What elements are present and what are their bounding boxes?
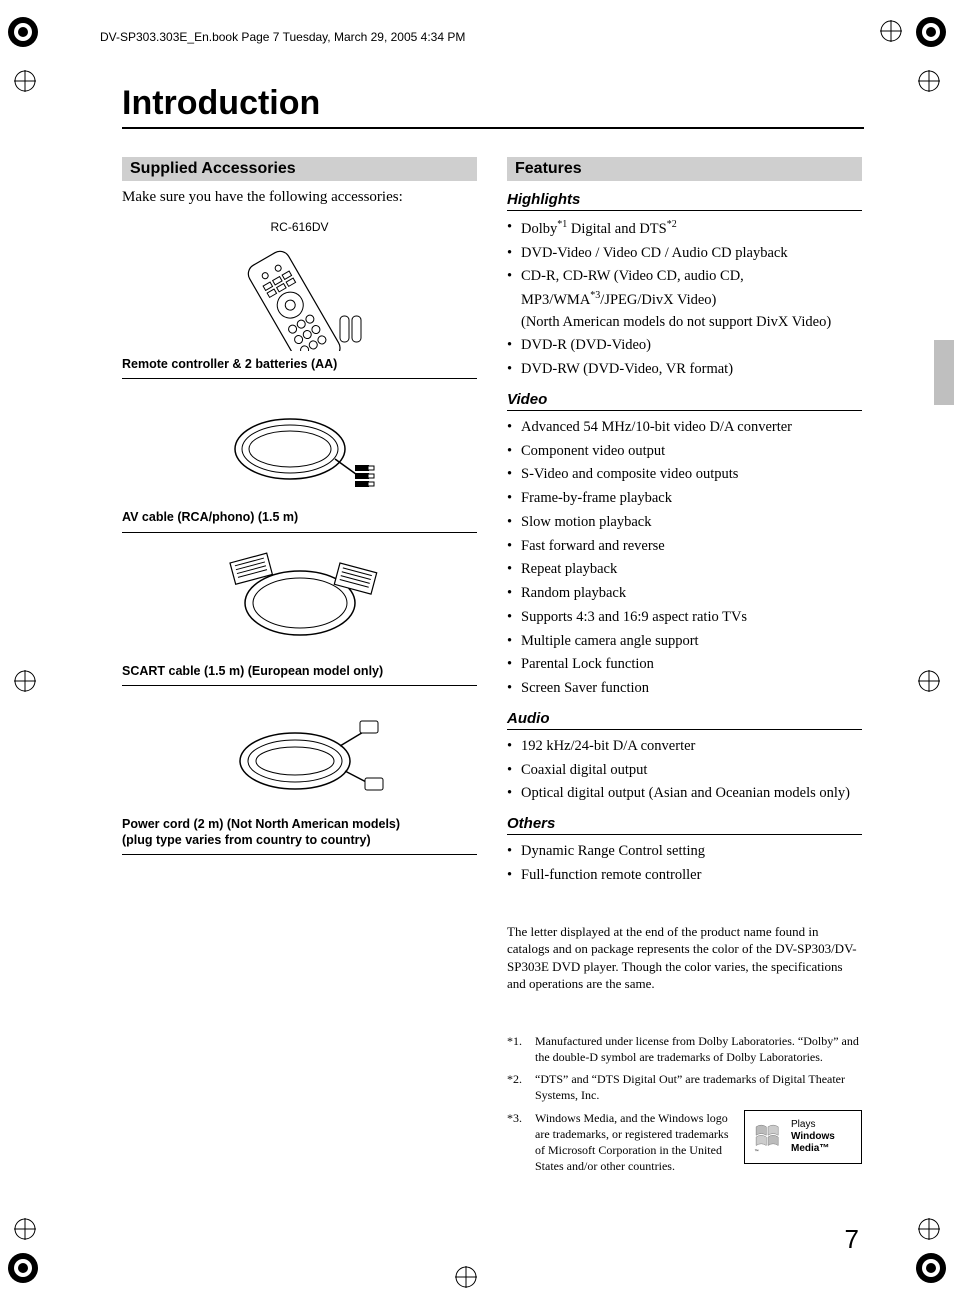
content-columns: Supplied Accessories Make sure you have … — [122, 157, 864, 1180]
header-meta: DV-SP303.303E_En.book Page 7 Tuesday, Ma… — [100, 30, 864, 44]
power-caption-line1: Power cord (2 m) (Not North American mod… — [122, 817, 400, 831]
list-item: Dynamic Range Control setting — [507, 841, 862, 863]
subhead-audio: Audio — [507, 710, 862, 730]
list-item: Slow motion playback — [507, 512, 862, 534]
list-item: Screen Saver function — [507, 678, 862, 700]
crop-mark-icon — [914, 1251, 948, 1285]
remote-illustration — [122, 236, 477, 356]
accessories-intro: Make sure you have the following accesso… — [122, 189, 477, 206]
video-list: Advanced 54 MHz/10-bit video D/A convert… — [507, 417, 862, 700]
register-mark-icon — [918, 670, 940, 692]
footnote-text: Windows Media, and the Windows logo are … — [535, 1110, 734, 1175]
list-item: Random playback — [507, 583, 862, 605]
note-paragraph: The letter displayed at the end of the p… — [507, 923, 862, 993]
left-column: Supplied Accessories Make sure you have … — [122, 157, 477, 1180]
crop-mark-icon — [914, 15, 948, 49]
page-number: 7 — [845, 1224, 859, 1255]
thumb-tab — [934, 340, 954, 405]
register-mark-icon — [14, 70, 36, 92]
footnote-2: *2. “DTS” and “DTS Digital Out” are trad… — [507, 1071, 862, 1103]
list-item: DVD-R (DVD-Video) — [507, 335, 862, 357]
list-item: Optical digital output (Asian and Oceani… — [507, 783, 862, 805]
remote-model-label: RC-616DV — [122, 220, 477, 234]
windows-flag-icon: ™ — [751, 1120, 785, 1154]
wm-line2: Windows — [791, 1131, 835, 1143]
list-item: DVD-RW (DVD-Video, VR format) — [507, 359, 862, 381]
subhead-others: Others — [507, 815, 862, 835]
footnote-num: *1. — [507, 1033, 535, 1065]
section-supplied-accessories: Supplied Accessories — [122, 157, 477, 181]
list-item: CD-R, CD-RW (Video CD, audio CD, MP3/WMA… — [507, 266, 862, 333]
power-cord-illustration — [122, 696, 477, 816]
accessory-remote: RC-616DV — [122, 220, 477, 379]
power-caption-line2: (plug type varies from country to countr… — [122, 833, 371, 847]
footnotes: *1. Manufactured under license from Dolb… — [507, 1033, 862, 1175]
list-item: S-Video and composite video outputs — [507, 464, 862, 486]
register-mark-icon — [455, 1266, 477, 1288]
list-item: Parental Lock function — [507, 654, 862, 676]
footnote-num: *2. — [507, 1071, 535, 1103]
scart-cable-illustration — [122, 543, 477, 663]
power-cord-caption: Power cord (2 m) (Not North American mod… — [122, 816, 477, 856]
register-mark-icon — [880, 20, 902, 42]
footnote-num: *3. — [507, 1110, 535, 1175]
remote-caption: Remote controller & 2 batteries (AA) — [122, 356, 477, 379]
register-mark-icon — [14, 670, 36, 692]
register-mark-icon — [918, 70, 940, 92]
list-item: Dolby*1 Digital and DTS*2 — [507, 217, 862, 241]
list-item: Multiple camera angle support — [507, 631, 862, 653]
wm-line1: Plays — [791, 1119, 835, 1131]
others-list: Dynamic Range Control setting Full-funct… — [507, 841, 862, 887]
audio-list: 192 kHz/24-bit D/A converter Coaxial dig… — [507, 736, 862, 805]
list-item: Repeat playback — [507, 559, 862, 581]
right-column: Features Highlights Dolby*1 Digital and … — [507, 157, 862, 1180]
section-features: Features — [507, 157, 862, 181]
list-item: Fast forward and reverse — [507, 536, 862, 558]
wm-line3: Media™ — [791, 1143, 835, 1155]
list-item: Full-function remote controller — [507, 865, 862, 887]
tm-text: ™ — [754, 1148, 758, 1153]
list-item: Coaxial digital output — [507, 760, 862, 782]
footnote-3: *3. Windows Media, and the Windows logo … — [507, 1110, 862, 1175]
accessory-av-cable: AV cable (RCA/phono) (1.5 m) — [122, 389, 477, 532]
subhead-highlights: Highlights — [507, 191, 862, 211]
crop-mark-icon — [6, 1251, 40, 1285]
list-item: Component video output — [507, 441, 862, 463]
accessory-scart-cable: SCART cable (1.5 m) (European model only… — [122, 543, 477, 686]
crop-mark-icon — [6, 15, 40, 49]
windows-media-text: Plays Windows Media™ — [791, 1119, 835, 1155]
footnote-text: “DTS” and “DTS Digital Out” are trademar… — [535, 1071, 862, 1103]
list-item: Supports 4:3 and 16:9 aspect ratio TVs — [507, 607, 862, 629]
register-mark-icon — [14, 1218, 36, 1240]
accessory-power-cord: Power cord (2 m) (Not North American mod… — [122, 696, 477, 856]
footnote-text: Manufactured under license from Dolby La… — [535, 1033, 862, 1065]
subhead-video: Video — [507, 391, 862, 411]
scart-cable-caption: SCART cable (1.5 m) (European model only… — [122, 663, 477, 686]
list-item: DVD-Video / Video CD / Audio CD playback — [507, 243, 862, 265]
document-page: DV-SP303.303E_En.book Page 7 Tuesday, Ma… — [0, 0, 954, 1300]
footnote-1: *1. Manufactured under license from Dolb… — [507, 1033, 862, 1065]
list-item: Frame-by-frame playback — [507, 488, 862, 510]
list-item: Advanced 54 MHz/10-bit video D/A convert… — [507, 417, 862, 439]
highlights-list: Dolby*1 Digital and DTS*2 DVD-Video / Vi… — [507, 217, 862, 381]
av-cable-caption: AV cable (RCA/phono) (1.5 m) — [122, 509, 477, 532]
page-title: Introduction — [122, 84, 864, 129]
list-item: 192 kHz/24-bit D/A converter — [507, 736, 862, 758]
windows-media-logo: ™ Plays Windows Media™ — [744, 1110, 862, 1164]
av-cable-illustration — [122, 389, 477, 509]
register-mark-icon — [918, 1218, 940, 1240]
